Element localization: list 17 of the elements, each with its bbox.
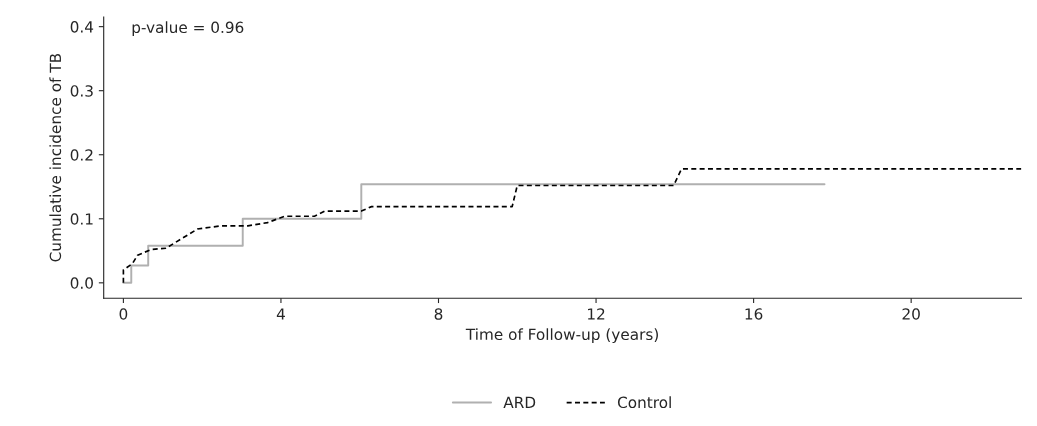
y-tick-label: 0.0 [70,277,93,289]
line-series [122,167,1022,284]
annotation: p-value = 0.96 [132,21,244,37]
y-axis-title: Cumulative incidence of TB [49,53,62,262]
x-tick-label: 8 [434,308,443,320]
y-tick-label: 0.1 [70,213,93,225]
y-tick-label: 0.3 [70,85,93,97]
x-tick-label: 20 [902,308,920,320]
y-tick-label: 0.2 [70,149,93,161]
legend-label: Control [617,396,671,409]
y-tick-label: 0.4 [70,21,94,33]
x-tick-label: 4 [276,308,285,320]
x-tick-label: 12 [588,308,605,320]
x-tick-label: 16 [745,308,763,320]
x-axis-title: Time of Follow-up (years) [465,328,658,344]
legend-label: ARD [503,396,536,408]
x-tick-label: 0 [119,308,128,320]
